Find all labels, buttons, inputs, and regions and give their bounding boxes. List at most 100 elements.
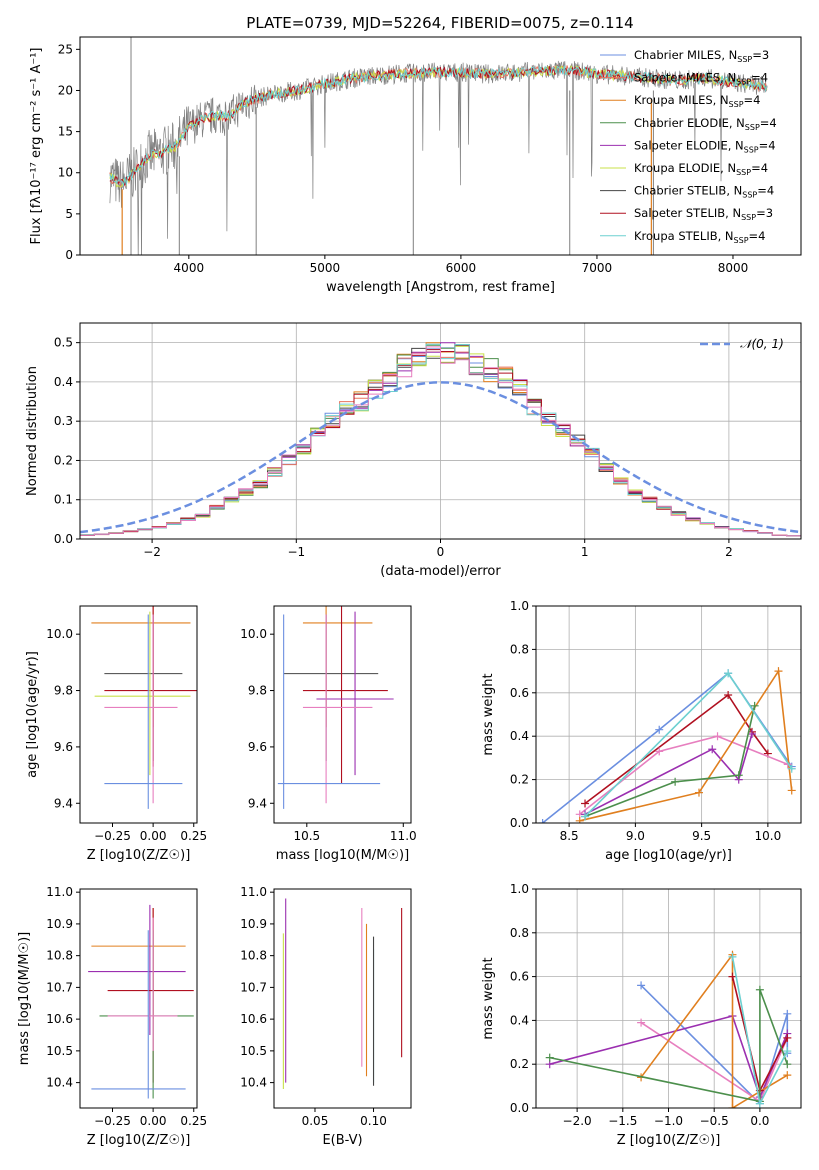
y-tick-label: 0.2	[510, 1057, 529, 1071]
legend-value: =4	[751, 161, 768, 175]
weight-marker	[655, 725, 664, 734]
weight-marker	[545, 1053, 554, 1062]
weight-marker	[750, 701, 759, 710]
x-tick-label: 4000	[174, 261, 205, 275]
x-tick-label: 9.5	[692, 829, 711, 843]
y-tick-label: 10.6	[46, 1012, 73, 1026]
panel-mass-weight-vs-Z: −2.0 −1.5 −1.0 −0.5 0.0 0.0 0.2 0.4 0.6 0.8 1.0 Z […	[481, 882, 802, 1148]
x-tick-label: 2	[725, 545, 733, 559]
y-tick-label: 0.4	[510, 1013, 529, 1027]
legend-value: =4	[757, 184, 774, 198]
panel-mass-vs-ebv: 0.05 0.10 10.4 10.5 10.6 10.7 10.8 10.9 11.0 E(B-…	[240, 885, 412, 1148]
axes-frame	[79, 36, 802, 256]
y-tick-label: 9.4	[54, 796, 73, 810]
y-tick-label: 15	[58, 125, 73, 139]
weight-marker	[728, 972, 737, 981]
model-spectrum	[109, 65, 768, 188]
y-tick-label: 0.0	[54, 532, 73, 546]
y-tick-label: 10.6	[240, 1012, 267, 1026]
panel-mass-vs-Z: −0.25 0.00 0.25 10.4 10.5 10.6 10.7 10.8 10.9 11.…	[17, 885, 207, 1148]
axes-frame	[273, 888, 412, 1109]
weight-marker	[713, 732, 722, 741]
y-tick-label: 0.4	[54, 375, 73, 389]
y-axis-label: Normed distribution	[25, 366, 40, 496]
observed-spectrum	[109, 60, 767, 255]
y-tick-label: 0.8	[510, 642, 529, 656]
plots-layer: 4000 5000 6000 7000 80000510152025wavelength…	[17, 36, 802, 1148]
weight-marker	[581, 812, 590, 821]
figure-title: PLATE=0739, MJD=52264, FIBERID=0075, z=0…	[246, 14, 633, 32]
x-axis-label: Z [log10(Z/Z☉)]	[87, 1133, 191, 1148]
y-tick-label: 0	[65, 248, 73, 262]
normal-curve	[80, 381, 801, 534]
y-tick-label: 10.9	[240, 917, 267, 931]
weight-marker	[724, 690, 733, 699]
weight-line	[579, 668, 793, 822]
y-tick-label: 9.6	[54, 740, 73, 754]
y-tick-label: 20	[58, 83, 73, 97]
x-tick-label: 0.0	[750, 1114, 769, 1128]
weight-marker	[637, 981, 646, 990]
y-tick-label: 9.8	[248, 684, 267, 698]
panel-spectrum: 4000 5000 6000 7000 8000 0 5 10 15 20 25 wavelength…	[29, 36, 802, 295]
plot-area	[109, 37, 768, 255]
x-axis-label: age [log10(age/yr)]	[605, 848, 732, 863]
y-tick-label: 25	[58, 42, 73, 56]
legend-entry: Salpeter ELODIE, NSSP=4	[634, 138, 776, 154]
x-tick-label: 0.10	[360, 1114, 387, 1128]
weight-marker	[708, 745, 717, 754]
legend-entry: Chabrier MILES, NSSP=3	[634, 48, 769, 64]
x-tick-label: −0.25	[94, 1114, 131, 1128]
axes-frame	[535, 605, 802, 824]
residual-histogram	[80, 346, 801, 537]
y-axis-label: mass [log10(M/M☉)]	[17, 932, 32, 1065]
weight-line	[549, 989, 789, 1103]
weight-marker	[694, 788, 703, 797]
y-tick-label: 0.2	[54, 453, 73, 467]
plot-area	[545, 950, 792, 1108]
y-tick-label: 0.6	[510, 970, 529, 984]
panel-mass-weight-vs-age: 8.5 9.0 9.5 10.0 0.0 0.2 0.4 0.6 0.8 1.0 age [log1…	[481, 599, 802, 863]
y-tick-label: 0.6	[510, 686, 529, 700]
x-axis-label: Z [log10(Z/Z☉)]	[617, 1133, 721, 1148]
y-tick-label: 10	[58, 166, 73, 180]
legend-value: =4	[760, 116, 777, 130]
x-tick-label: 8.5	[560, 829, 579, 843]
plot-area	[277, 606, 394, 809]
y-tick-label: 10.7	[240, 980, 267, 994]
axes-frame	[273, 605, 412, 824]
plot-area	[88, 904, 194, 1099]
axes-frame	[535, 888, 802, 1109]
weight-marker	[783, 1033, 792, 1042]
weight-marker	[728, 1104, 737, 1108]
weight-marker	[747, 730, 756, 739]
plot-area	[91, 606, 197, 809]
y-tick-label: 0.8	[510, 926, 529, 940]
y-tick-label: 10.8	[46, 949, 73, 963]
x-axis-label: mass [log10(M/M☉)]	[276, 848, 409, 863]
weight-line	[584, 733, 753, 816]
weight-marker	[575, 816, 584, 823]
y-tick-label: 0.2	[510, 773, 529, 787]
y-tick-label: 1.0	[510, 599, 529, 613]
legend-value: =3	[752, 48, 769, 62]
weight-line	[584, 705, 756, 818]
y-tick-label: 11.0	[240, 885, 267, 899]
x-tick-label: 8000	[718, 261, 749, 275]
y-tick-label: 10.0	[240, 627, 267, 641]
weight-marker	[783, 1071, 792, 1080]
legend-subscript: SSP	[742, 191, 757, 200]
x-tick-label: −1	[287, 545, 305, 559]
y-tick-label: 0.3	[54, 414, 73, 428]
legend-subscript: SSP	[736, 168, 751, 177]
legend-entry: Salpeter MILES, NSSP=4	[634, 71, 768, 87]
weight-marker	[655, 747, 664, 756]
legend-entry: Salpeter STELIB, NSSP=3	[634, 206, 773, 222]
legend-entry: Kroupa STELIB, NSSP=4	[634, 229, 765, 245]
y-tick-label: 10.9	[46, 917, 73, 931]
panel-age-vs-mass: 10.5 11.0 9.4 9.6 9.8 10.0 mass [log10(M/M☉)]	[240, 605, 417, 863]
legend-value: =4	[749, 229, 766, 243]
axes-frame	[79, 888, 198, 1109]
y-tick-label: 9.8	[54, 684, 73, 698]
